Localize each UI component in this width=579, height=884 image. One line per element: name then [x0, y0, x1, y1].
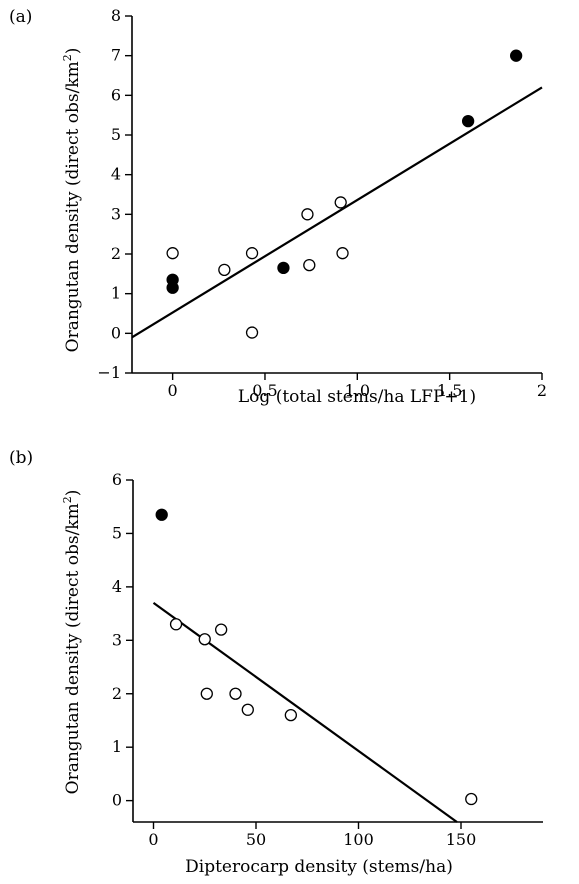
panel-b-x-axis-label: Dipterocarp density (stems/ha) [185, 857, 453, 877]
panel-a-x-tick-label: 1.5 [437, 381, 462, 400]
panel-a-x-tick-label: 0 [168, 381, 178, 400]
panel-b-y-tick-label: 1 [112, 737, 122, 756]
panel-a-x-tick-label: 1.0 [345, 381, 370, 400]
panel-a-regression-line [131, 86, 543, 339]
panel-a-open-point [166, 247, 179, 260]
panel-a-x-axis-label: Log (total stems/ha LFP+1) [238, 387, 476, 407]
panel-a-y-tick-label: 7 [111, 46, 121, 65]
panel-b-y-tick-label: 3 [112, 630, 122, 649]
panel-b-fit-line [152, 602, 458, 823]
panel-b-open-point [214, 623, 228, 636]
panel-b-x-tick-label: 100 [343, 830, 374, 849]
panel-a-y-tick-label: 5 [111, 125, 121, 144]
panel-a-y-tick-label: 1 [111, 284, 121, 303]
panel-a-open-point [245, 326, 259, 339]
panel-a-open-point [303, 258, 316, 272]
panel-a-label: (a) [9, 7, 32, 27]
panel-b-y-tick-label: 2 [112, 684, 122, 703]
panel-b-filled-point [155, 508, 168, 521]
panel-b-label: (b) [9, 448, 33, 468]
panel-b-y-axis-label: Orangutan density (direct obs/km2) [61, 490, 83, 795]
panel-b-y-tick-label: 0 [112, 791, 122, 810]
panel-a-open-point [334, 196, 347, 209]
panel-b-x-tick-label: 0 [148, 830, 158, 849]
panel-a-x-tick-label: 0.5 [252, 381, 277, 400]
panel-b-open-point [198, 633, 211, 646]
panel-b-open-point [229, 687, 242, 700]
panel-a-open-point [218, 263, 231, 277]
panel-b-x-tick-label: 50 [246, 830, 266, 849]
panel-a-x-tick-label: 2 [537, 381, 547, 400]
panel-a-open-point [245, 247, 259, 260]
panel-b-points [155, 508, 478, 806]
panel-b-open-point [241, 703, 254, 716]
panel-a-fit-line [131, 86, 543, 339]
panel-b: (b) Orangutan density (direct obs/km2) D… [9, 448, 543, 877]
panel-b-y-tick-label: 5 [112, 523, 122, 542]
panel-b-open-point [169, 618, 183, 631]
panel-b-open-point [200, 687, 213, 700]
panel-a-y-tick-label: 6 [111, 85, 121, 104]
panel-b-y-tick-label: 4 [112, 577, 122, 596]
panel-a-points [166, 49, 523, 339]
panel-b-axes: 0 1 2 3 4 5 6 0 50 100 150 [112, 470, 543, 849]
panel-a-y-tick-label: 2 [111, 244, 121, 263]
panel-b-open-point [284, 708, 298, 722]
panel-b-regression-line [152, 602, 458, 823]
panel-a-axes: −1 0 1 2 3 4 5 6 7 8 0 0.5 1.0 1.5 2 [97, 6, 547, 400]
panel-b-x-tick-label: 150 [446, 830, 477, 849]
panel-b-open-point [465, 792, 478, 806]
panel-a: (a) Orangutan density (direct obs/km2) L… [9, 6, 547, 407]
panel-a-filled-point [509, 49, 523, 62]
panel-a-open-point [301, 208, 314, 221]
panel-a-open-point [336, 247, 349, 260]
panel-a-y-tick-label: 8 [111, 6, 121, 25]
panel-a-y-axis-label: Orangutan density (direct obs/km2) [61, 48, 83, 353]
panel-a-filled-point [277, 261, 290, 275]
panel-a-y-tick-label: 4 [111, 165, 121, 184]
panel-a-y-tick-label: 0 [111, 323, 121, 342]
panel-a-filled-point [461, 114, 475, 128]
panel-a-y-tick-label: −1 [97, 363, 121, 382]
panel-a-filled-point [166, 281, 179, 294]
panel-a-y-tick-label: 3 [111, 204, 121, 223]
panel-b-y-tick-label: 6 [112, 470, 122, 489]
